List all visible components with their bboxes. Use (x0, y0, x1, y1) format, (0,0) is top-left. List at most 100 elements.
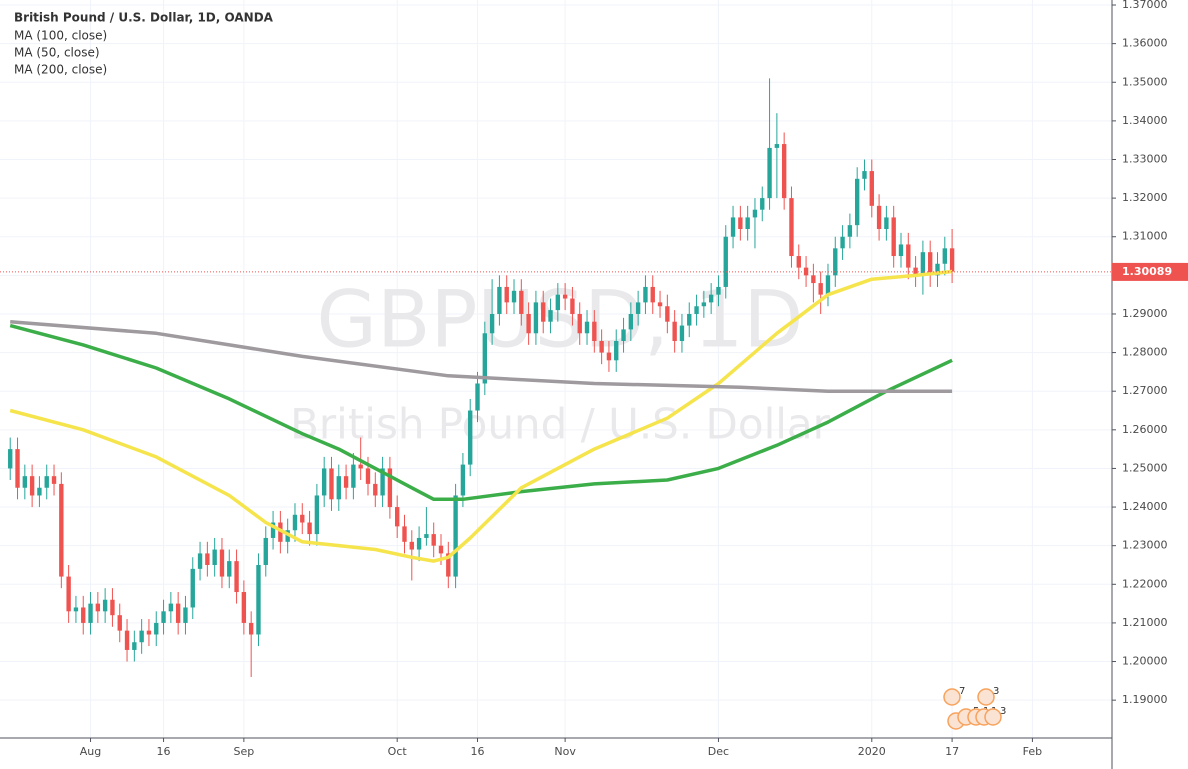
candle-body (482, 333, 488, 384)
candle-body (672, 321, 677, 342)
axes: 1.19000 1.20000 1.21000 1.22000 1.23000 1.240… (80, 0, 1188, 758)
x-tick-label: Sep (233, 745, 254, 758)
candle-body (774, 144, 780, 148)
candle-body (307, 522, 312, 535)
candle-body (555, 294, 561, 311)
candle-body (227, 561, 232, 577)
candle-body (431, 534, 436, 546)
y-tick-label: 1.23000 (1122, 539, 1168, 552)
candle-body (73, 607, 79, 612)
x-tick-label: 2020 (858, 745, 886, 758)
y-tick-label: 1.29000 (1122, 307, 1168, 320)
y-tick-label: 1.37000 (1122, 0, 1168, 11)
candle-body (475, 383, 480, 411)
candle-body (541, 302, 546, 322)
y-tick-label: 1.33000 (1122, 152, 1168, 165)
y-tick-label: 1.27000 (1122, 384, 1168, 397)
event-count: 3 (993, 686, 999, 697)
y-tick-label: 1.20000 (1122, 655, 1168, 668)
candle-body (716, 286, 721, 295)
candle-body (212, 549, 217, 565)
y-tick-label: 1.19000 (1122, 693, 1168, 706)
candle-body (102, 599, 108, 612)
candle-body (88, 603, 93, 623)
candle-body (526, 313, 531, 334)
candle-body (446, 553, 451, 577)
candle-body (292, 514, 298, 531)
candle-body (387, 468, 393, 508)
candle-body (818, 283, 823, 295)
x-tick-label: 16 (471, 745, 485, 758)
candle-body (329, 468, 334, 500)
candle-body (424, 534, 429, 538)
candle-body (643, 286, 648, 303)
x-tick-label: Nov (554, 745, 576, 758)
candle-body (511, 290, 517, 303)
last-price-label: 1.30089 (1122, 265, 1172, 278)
y-tick-label: 1.21000 (1122, 616, 1168, 629)
candle-body (256, 564, 261, 635)
candle-body (402, 526, 407, 542)
legend-entry: MA (100, close) (14, 29, 107, 43)
y-tick-label: 1.36000 (1122, 37, 1168, 50)
legend-entry: MA (200, close) (14, 63, 107, 77)
ma-line (10, 319, 953, 393)
candle-body (205, 553, 210, 565)
y-tick-label: 1.26000 (1122, 423, 1168, 436)
candle-body (44, 476, 49, 488)
candle-body (533, 302, 539, 334)
candle-body (869, 171, 874, 206)
candle-body (365, 468, 371, 484)
candle-body (562, 294, 568, 299)
chart-title: British Pound / U.S. Dollar, 1D, OANDA (14, 11, 274, 25)
plot (0, 78, 1112, 677)
candle-body (548, 310, 553, 322)
candle-body (59, 483, 64, 577)
candle-body (8, 449, 13, 469)
y-tick-label: 1.25000 (1122, 461, 1168, 474)
candle-body (154, 622, 159, 635)
y-tick-label: 1.22000 (1122, 577, 1168, 590)
candle-body (190, 568, 195, 608)
candle-body (373, 483, 378, 496)
candle-body (395, 507, 400, 527)
candle-body (468, 410, 473, 465)
event-icon (984, 708, 1002, 726)
y-tick-label: 1.32000 (1122, 191, 1168, 204)
candle-body (796, 256, 801, 268)
candle-body (898, 244, 904, 257)
candle-body (81, 607, 86, 623)
x-tick-label: Oct (388, 745, 408, 758)
watermark-subtitle: British Pound / U.S. Dollar (290, 400, 831, 449)
candle-body (942, 248, 947, 264)
candle-body (811, 275, 816, 284)
candle-body (599, 341, 604, 353)
candle-body (687, 313, 692, 326)
candle-body (635, 302, 641, 314)
candle-body (949, 248, 955, 272)
x-tick-label: Feb (1023, 745, 1042, 758)
x-tick-label: Aug (80, 745, 101, 758)
candle-body (928, 252, 933, 276)
candle-body (876, 205, 882, 230)
candle-body (168, 603, 174, 612)
x-tick-label: 17 (945, 745, 959, 758)
candle-body (460, 464, 466, 496)
candle-body (833, 248, 838, 276)
candle-body (789, 198, 794, 257)
candle-body (51, 476, 57, 484)
candle-body (752, 209, 758, 218)
candle-body (760, 198, 765, 210)
candle-body (29, 476, 35, 496)
candle-body (263, 537, 268, 565)
candle-body (380, 468, 385, 496)
candle-body (321, 468, 327, 496)
candle-body (825, 275, 831, 295)
candle-body (358, 464, 363, 469)
candle-body (161, 611, 166, 623)
ma-line (9, 269, 953, 563)
candle-body (124, 630, 130, 650)
candle-body (314, 495, 320, 535)
candle-body (241, 592, 247, 623)
